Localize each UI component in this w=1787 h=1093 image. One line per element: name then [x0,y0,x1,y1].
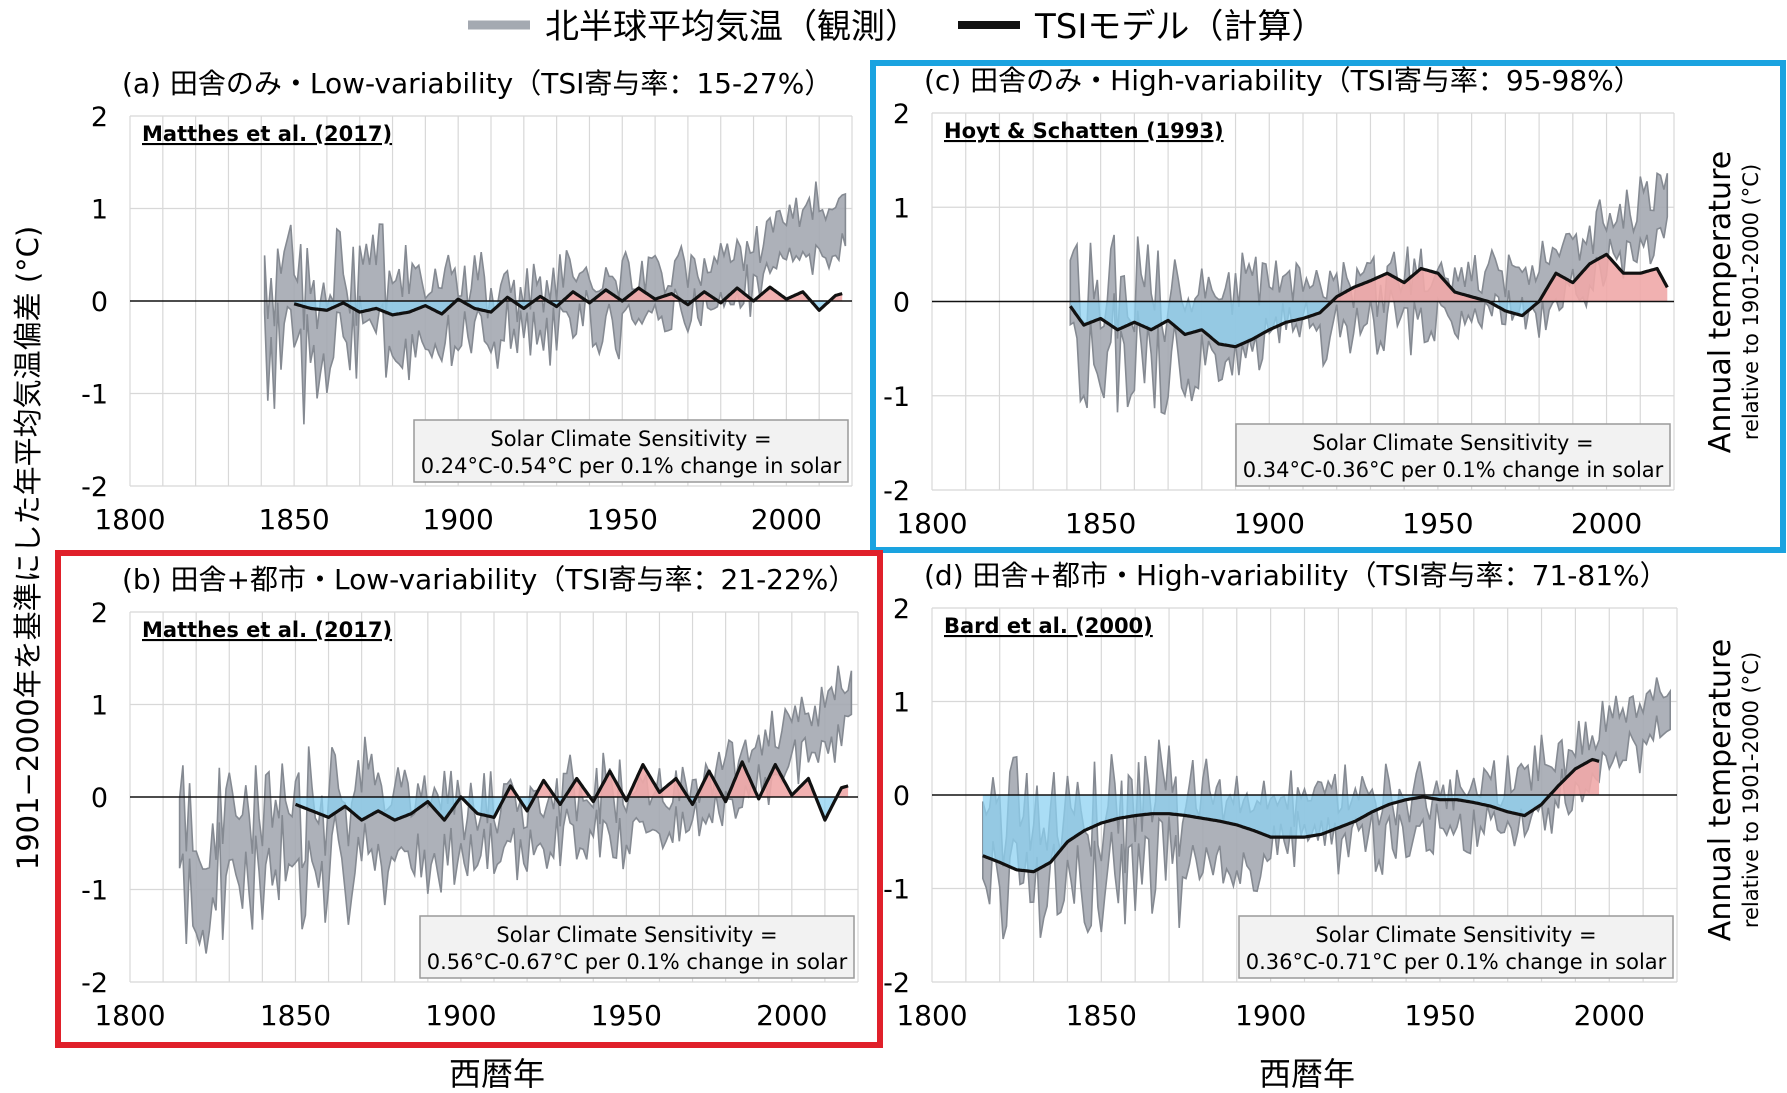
x-tick-label: 1900 [1235,999,1306,1032]
model-line [293,285,843,317]
right-label-bottom: Annual temperature relative to 1901-2000… [1703,639,1763,941]
y-tick-label: -1 [81,380,108,411]
model-negative-fill [982,795,1549,872]
x-tick-label: 1800 [896,507,967,540]
panel-a: (a) 田舎のみ・Low-variability（TSI寄与率：15-27%） 2… [81,67,853,536]
x-tick-label: 1900 [425,999,496,1032]
y-tick-label: 2 [91,598,108,629]
sensitivity-box [1235,423,1671,487]
x-tick-label: 1900 [423,503,494,536]
x-tick-label: 1800 [94,503,165,536]
right-label-sub: relative to 1901-2000 (°C) [1739,652,1763,928]
y-tick-label: 2 [893,99,910,130]
y-tick-label: -2 [883,476,910,507]
sensitivity-line1: Solar Climate Sensitivity = [490,427,771,451]
x-tick-label: 1800 [896,999,967,1032]
x-axis-label-left: 西暦年 [449,1055,545,1093]
x-tick-label: 1950 [1402,507,1473,540]
model-negative-fill [294,301,830,315]
source-label: Hoyt & Schatten (1993) [944,119,1224,143]
sensitivity-box [413,419,849,483]
y-tick-label: 1 [893,193,910,224]
x-tick-label: 1900 [1234,507,1305,540]
model-line [294,760,849,822]
y-tick-label: 0 [91,287,108,318]
sensitivity-line1: Solar Climate Sensitivity = [1315,923,1596,947]
x-tick-label: 1850 [260,999,331,1032]
observed-band [178,665,853,954]
x-tick-label: 1800 [94,999,165,1032]
right-label-top: Annual temperature relative to 1901-2000… [1703,151,1763,453]
y-tick-label: 2 [893,594,910,625]
source-label: Bard et al. (2000) [944,614,1153,638]
source-label: Matthes et al. (2017) [142,122,392,146]
legend: 北半球平均気温（観測） TSIモデル（計算） [468,7,1325,47]
y-tick-label: -2 [81,968,108,999]
right-label-sub: relative to 1901-2000 (°C) [1739,164,1763,440]
sensitivity-line1: Solar Climate Sensitivity = [496,923,777,947]
model-positive-fill [1551,759,1600,795]
panel-title: (c) 田舎のみ・High-variability（TSI寄与率：95-98%） [924,64,1642,97]
legend-model-label: TSIモデル（計算） [1034,7,1325,47]
sensitivity-line2: 0.34°C-0.36°C per 0.1% change in solar [1243,458,1664,482]
y-tick-label: 0 [893,781,910,812]
y-tick-label: 1 [91,691,108,722]
sensitivity-line2: 0.24°C-0.54°C per 0.1% change in solar [421,454,842,478]
source-label: Matthes et al. (2017) [142,618,392,642]
y-tick-label: 1 [91,195,108,226]
highlight-box-blue [870,60,1786,553]
panel-title: (a) 田舎のみ・Low-variability（TSI寄与率：15-27%） [122,67,832,100]
right-label-main: Annual temperature [1703,639,1738,941]
panel-d: (d) 田舎+都市・High-variability（TSI寄与率：71-81%… [883,559,1678,1032]
model-negative-fill [1070,301,1538,347]
y-tick-label: -2 [81,472,108,503]
sensitivity-line2: 0.56°C-0.67°C per 0.1% change in solar [427,950,848,974]
right-label-main: Annual temperature [1703,151,1738,453]
panel-b: (b) 田舎+都市・Low-variability（TSI寄与率：21-22%）… [81,563,859,1032]
panel-title: (b) 田舎+都市・Low-variability（TSI寄与率：21-22%） [122,563,856,596]
x-axis-label-right: 西暦年 [1259,1055,1355,1093]
x-tick-label: 1850 [1065,507,1136,540]
x-tick-label: 1850 [1066,999,1137,1032]
legend-observed-label: 北半球平均気温（観測） [545,7,919,47]
y-tick-label: 0 [893,288,910,319]
sensitivity-line2: 0.36°C-0.71°C per 0.1% change in solar [1246,950,1667,974]
x-tick-label: 1950 [587,503,658,536]
sensitivity-box [1238,915,1674,979]
highlight-box-red [55,550,883,1048]
panel-title: (d) 田舎+都市・High-variability（TSI寄与率：71-81%… [924,559,1668,592]
y-tick-label: 1 [893,688,910,719]
x-tick-label: 1950 [1404,999,1475,1032]
panel-c: (c) 田舎のみ・High-variability（TSI寄与率：95-98%）… [883,64,1675,540]
model-line [1068,252,1669,349]
model-positive-fill [1333,254,1668,302]
x-tick-label: 2000 [1571,507,1642,540]
sensitivity-line1: Solar Climate Sensitivity = [1312,431,1593,455]
sensitivity-box [419,915,855,979]
y-axis-label: 1901−2000年を基準にした年平均気温偏差 (°C) [11,226,45,871]
y-tick-label: 2 [91,102,108,133]
x-tick-label: 2000 [751,503,822,536]
model-line [982,757,1600,874]
y-tick-label: -1 [883,382,910,413]
y-tick-label: -1 [81,876,108,907]
x-tick-label: 1950 [591,999,662,1032]
y-tick-label: -1 [883,875,910,906]
x-tick-label: 2000 [756,999,827,1032]
model-positive-fill [456,287,843,301]
y-tick-label: -2 [883,968,910,999]
x-tick-label: 2000 [1574,999,1645,1032]
x-tick-label: 1850 [258,503,329,536]
y-tick-label: 0 [91,783,108,814]
